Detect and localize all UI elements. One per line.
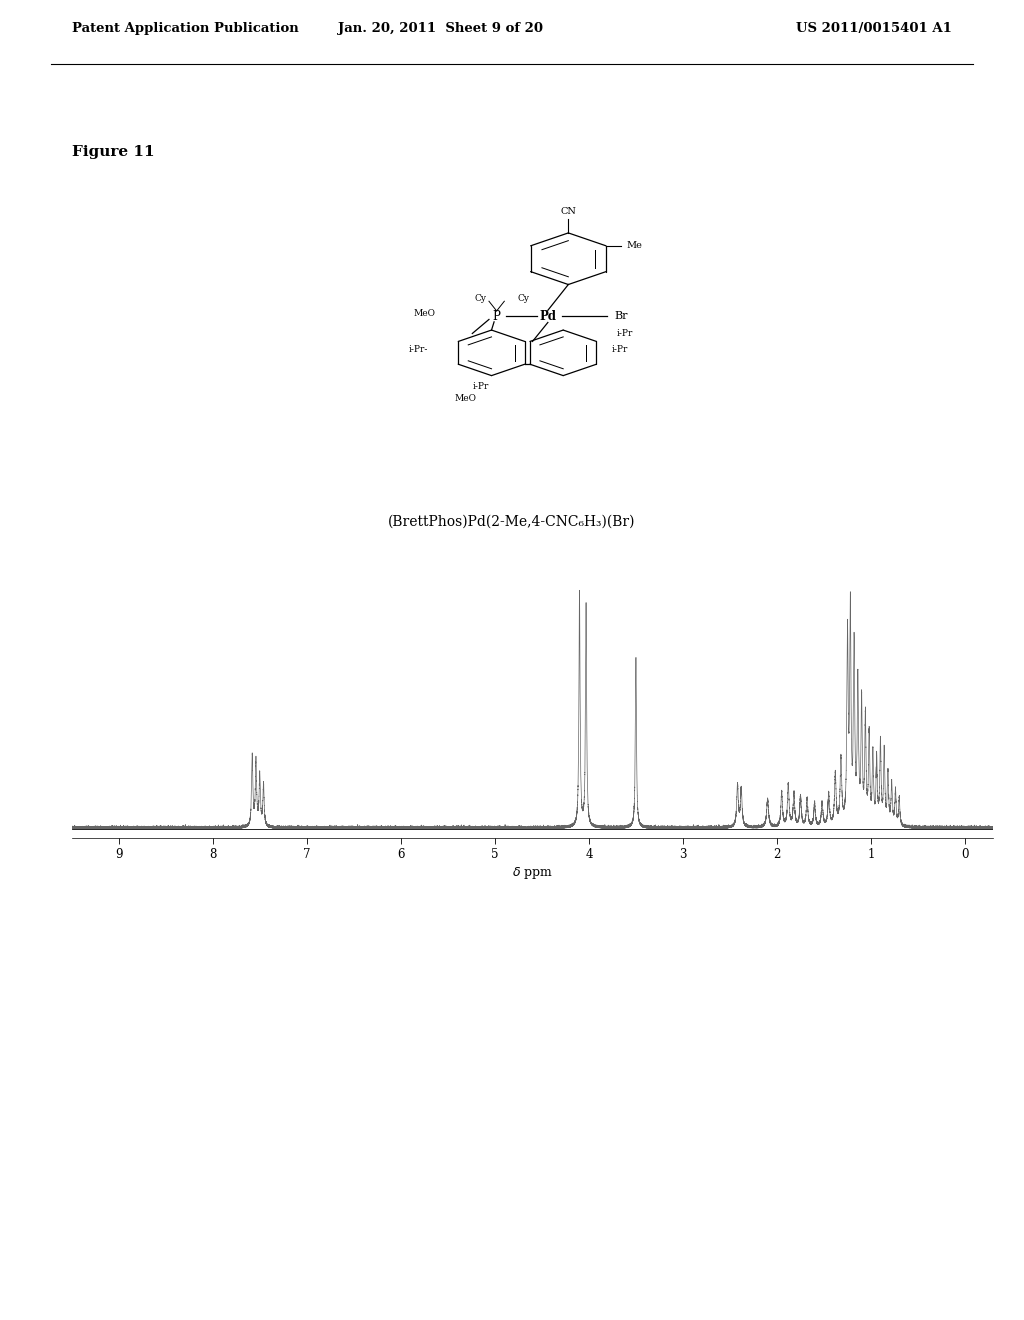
X-axis label: $\delta$ ppm: $\delta$ ppm	[512, 865, 553, 880]
Text: i-Pr: i-Pr	[612, 346, 628, 354]
Text: Jan. 20, 2011  Sheet 9 of 20: Jan. 20, 2011 Sheet 9 of 20	[338, 21, 543, 34]
Text: Me: Me	[627, 242, 642, 251]
Text: MeO: MeO	[455, 393, 477, 403]
Text: Cy: Cy	[517, 293, 529, 302]
Text: Cy: Cy	[474, 293, 486, 302]
Text: MeO: MeO	[414, 309, 435, 318]
Text: Patent Application Publication: Patent Application Publication	[72, 21, 298, 34]
Text: Pd: Pd	[540, 310, 556, 323]
Text: Figure 11: Figure 11	[72, 145, 155, 158]
Text: US 2011/0015401 A1: US 2011/0015401 A1	[797, 21, 952, 34]
Text: i-Pr-: i-Pr-	[409, 346, 428, 354]
Text: (BrettPhos)Pd(2-Me,4-CNC₆H₃)(Br): (BrettPhos)Pd(2-Me,4-CNC₆H₃)(Br)	[388, 515, 636, 528]
Text: i-Pr: i-Pr	[616, 329, 633, 338]
Text: Br: Br	[614, 312, 628, 321]
Text: i-Pr: i-Pr	[473, 381, 489, 391]
Text: CN: CN	[560, 207, 577, 216]
Text: P: P	[493, 310, 501, 323]
